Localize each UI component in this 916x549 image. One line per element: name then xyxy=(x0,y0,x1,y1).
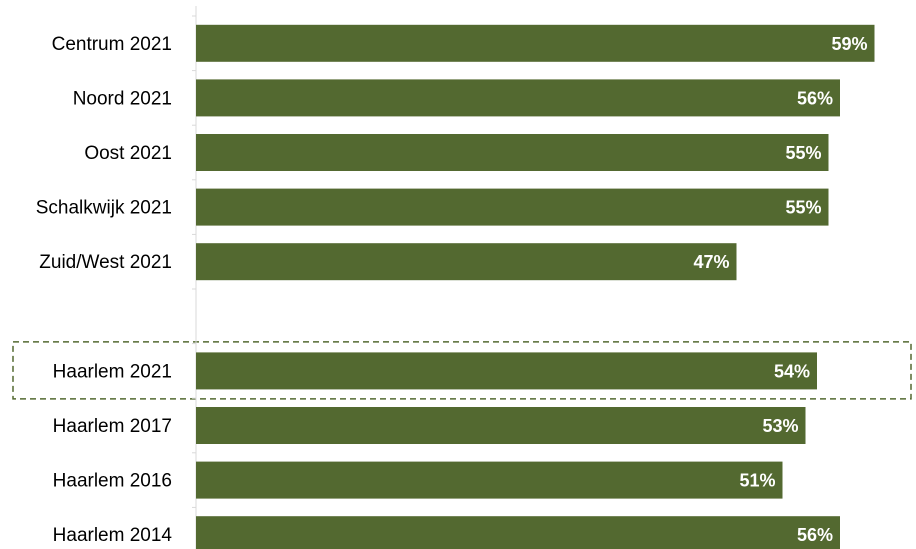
category-label: Noord 2021 xyxy=(73,88,172,109)
bar xyxy=(196,352,817,390)
bar xyxy=(196,461,783,499)
bar xyxy=(196,516,840,549)
value-label: 56% xyxy=(797,88,833,108)
category-label: Centrum 2021 xyxy=(52,34,172,55)
value-label: 55% xyxy=(785,198,821,218)
highlight-box xyxy=(12,341,912,400)
value-label: 51% xyxy=(739,471,775,491)
category-label: Haarlem 2016 xyxy=(53,471,172,492)
category-label: Haarlem 2014 xyxy=(53,525,173,546)
value-label: 59% xyxy=(831,34,867,54)
category-label: Oost 2021 xyxy=(84,143,172,164)
bar xyxy=(196,134,829,171)
value-label: 56% xyxy=(797,525,833,545)
bar xyxy=(196,24,875,62)
category-label: Haarlem 2021 xyxy=(53,361,172,382)
labels-group: 59% Centrum 2021 56% Noord 2021 55% Oost 2021… xyxy=(36,34,868,546)
value-label: 53% xyxy=(762,416,798,436)
value-label: 47% xyxy=(693,252,729,272)
bar xyxy=(196,188,829,226)
value-label: 55% xyxy=(785,143,821,163)
bar xyxy=(196,79,840,117)
value-label: 54% xyxy=(774,361,810,381)
category-label: Haarlem 2017 xyxy=(53,416,172,437)
category-label: Zuid/West 2021 xyxy=(39,252,172,273)
bar xyxy=(196,243,737,281)
bars-group xyxy=(192,15,875,549)
category-label: Schalkwijk 2021 xyxy=(36,198,172,219)
bar xyxy=(196,407,806,444)
